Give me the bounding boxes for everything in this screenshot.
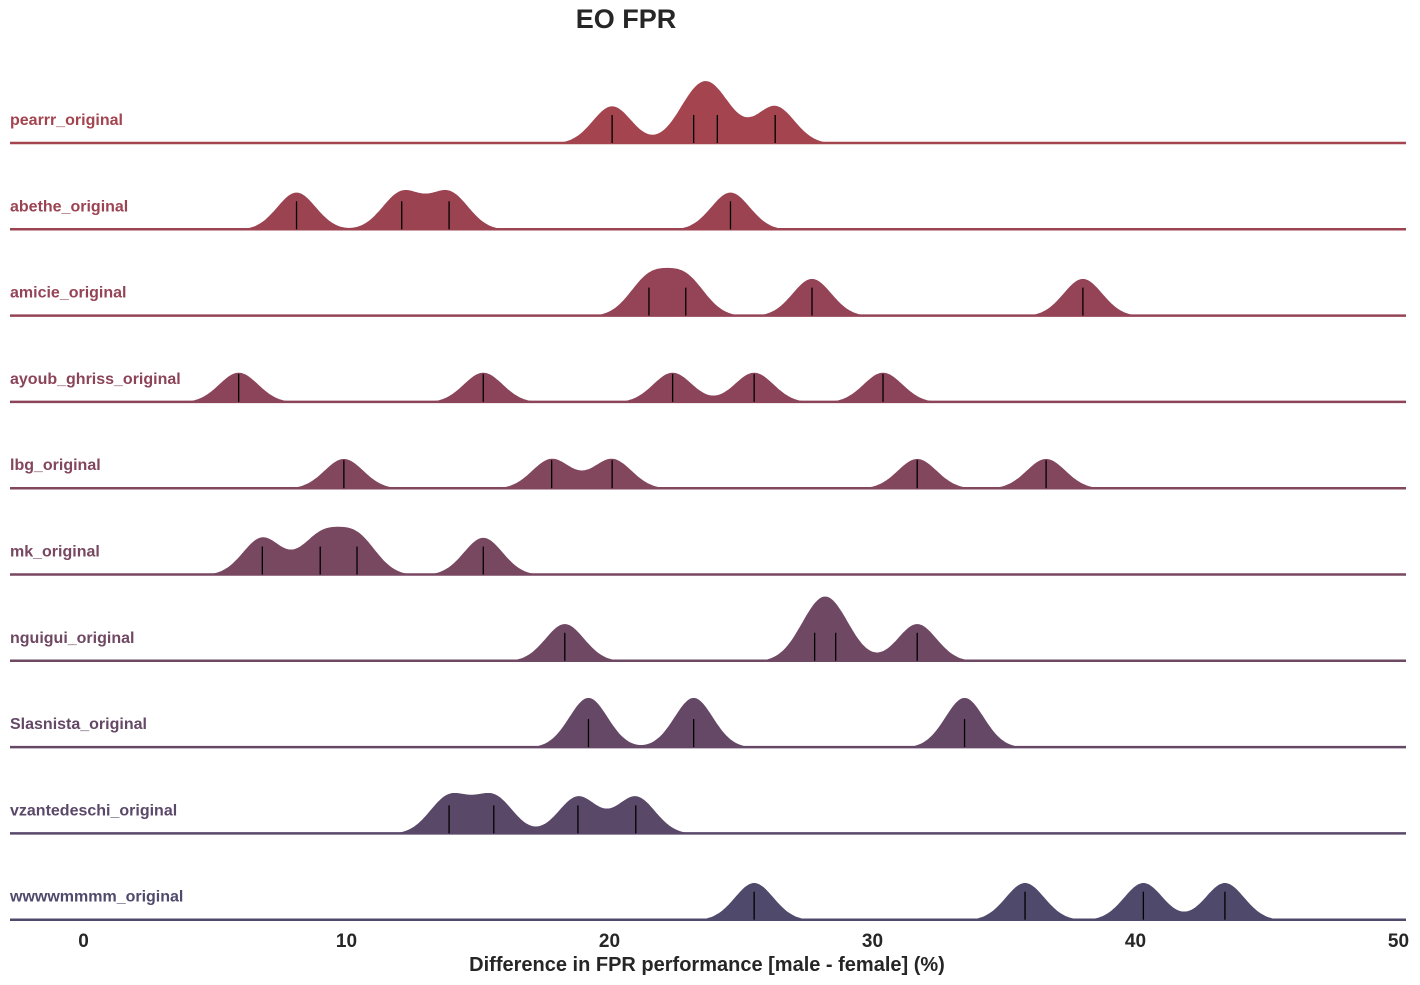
ridge-amicie_original: amicie_original [10,266,1406,317]
ridge-pearrr_original: pearrr_original [10,79,1406,145]
density-area [675,881,1304,921]
series-label: mk_original [10,544,100,561]
series-label: amicie_original [10,285,127,302]
ridge-mk_original: mk_original [10,525,1406,576]
ridge-Slasnista_original: Slasnista_original [10,696,1406,749]
density-area [217,188,810,231]
chart-title: EO FPR [575,4,677,34]
x-tick-label: 40 [1125,931,1146,952]
density-area [370,791,715,835]
ridge-lbg_original: lbg_original [10,457,1406,490]
density-area [533,79,855,144]
series-label: Slasnista_original [10,716,147,733]
x-tick-label: 30 [862,931,883,952]
x-axis-label: Difference in FPR performance [male - fe… [469,954,945,976]
x-tick-label: 0 [78,931,89,952]
density-area [265,457,1125,489]
x-tick-label: 10 [336,931,357,952]
ridge-abethe_original: abethe_original [10,188,1406,231]
density-area [159,371,962,403]
series-label: nguigui_original [10,630,134,647]
series-label: vzantedeschi_original [10,802,177,819]
x-tick-label: 50 [1388,931,1409,952]
ridge-wwwwmmmm_original: wwwwmmmm_original [9,881,1406,921]
series-label: lbg_original [10,457,101,474]
ridge-vzantedeschi_original: vzantedeschi_original [10,791,1406,835]
density-area [183,525,563,576]
x-tick-label: 20 [599,931,620,952]
series-label: ayoub_ghriss_original [10,371,181,388]
density-area [485,595,997,662]
ridge-nguigui_original: nguigui_original [10,595,1406,663]
ridge-ayoub_ghriss_original: ayoub_ghriss_original [10,371,1406,404]
density-area [570,266,1162,317]
density-area [509,696,1044,748]
series-label: abethe_original [10,198,128,215]
series-label: pearrr_original [10,112,123,129]
series-label: wwwwmmmm_original [9,889,183,906]
